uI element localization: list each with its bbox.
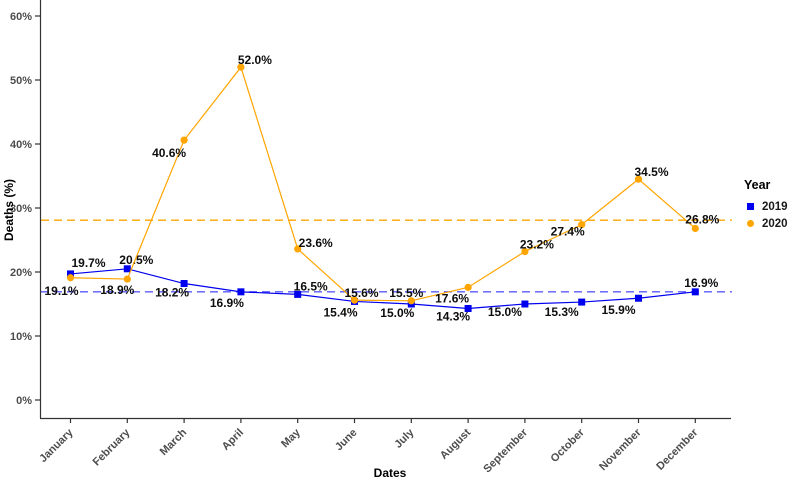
data-point-2020-march [180,136,188,144]
data-point-2019-may [294,290,302,298]
x-tick-label-july: July [392,426,417,451]
data-point-2019-november [635,294,642,302]
data-point-2019-september [521,300,529,308]
data-point-2020-august [464,283,472,291]
point-label-2020-april: 52.0% [238,53,272,67]
y-axis-title: Deaths (%) [2,179,16,241]
x-tick-label-september: September [481,426,530,475]
point-label-2019-april: 16.9% [210,296,244,310]
x-tick-label-march: March [158,426,190,458]
data-point-2019-february [123,265,131,273]
y-tick-label-50%: 50% [10,75,32,87]
data-point-2019-october [578,298,586,306]
point-label-2019-march: 18.2% [155,286,189,300]
y-tick-label-40%: 40% [10,139,32,151]
x-tick-label-november: November [597,426,644,473]
y-tick-label-10%: 10% [10,331,32,343]
data-point-2019-december [691,288,699,296]
data-point-2020-april [237,63,245,71]
point-label-2020-december: 26.8% [685,212,719,226]
data-point-2020-july [407,297,415,305]
legend: Year 2019 2020 [736,178,788,232]
legend-title: Year [744,178,771,192]
data-point-2020-june [350,296,359,304]
x-tick-label-february: February [91,426,133,468]
point-label-2020-september: 23.2% [520,238,554,252]
legend-item-2020: 2020 [736,215,788,232]
series-line-2019 [70,268,696,310]
legend-marker-2019-square-icon [747,203,754,210]
legend-item-2019: 2019 [736,198,788,215]
data-point-2019-january [67,270,74,278]
x-tick-label-december: December [654,426,701,473]
x-tick-label-january: January [37,426,76,465]
x-tick-label-october: October [549,426,588,465]
point-label-2019-august: 14.3% [436,309,470,323]
data-point-2020-may [294,245,302,253]
point-label-2019-july: 15.0% [380,306,414,320]
data-point-2020-october [578,221,586,229]
point-label-2020-march: 40.6% [152,146,186,160]
data-point-2019-march [180,280,188,288]
x-axis-title: Dates [374,466,407,480]
point-label-2019-june: 15.4% [323,305,357,319]
data-point-2020-december [691,224,699,233]
y-tick-label-60%: 60% [10,11,32,23]
point-label-2019-december: 16.9% [684,276,718,290]
data-point-2020-november [634,175,643,183]
legend-label-2020: 2020 [762,217,788,230]
x-tick-label-may: May [279,426,303,450]
point-label-2020-august: 17.6% [435,291,469,305]
point-label-2019-january: 19.7% [71,256,105,270]
point-label-2019-september: 15.0% [488,305,522,319]
point-label-2020-february: 18.9% [100,283,134,297]
x-tick-label-june: June [333,427,360,454]
data-point-2019-august [464,304,472,312]
data-point-2020-september [521,247,529,256]
point-label-2019-february: 20.5% [119,253,153,267]
point-label-2020-may: 23.6% [299,236,333,250]
point-label-2020-january: 19.1% [44,284,78,298]
x-tick-label-april: April [220,427,246,453]
y-tick-label-20%: 20% [10,267,32,279]
point-label-2019-october: 15.3% [545,305,579,319]
point-label-2020-july: 15.5% [389,286,423,300]
legend-marker-2020-circle-icon [747,220,754,227]
point-label-2019-may: 16.5% [294,279,328,293]
x-tick-label-august: August [438,426,474,462]
data-point-2020-february [123,275,131,283]
point-label-2020-october: 27.4% [551,225,585,239]
y-tick-label-0%: 0% [16,395,32,407]
legend-label-2019: 2019 [762,200,788,213]
data-point-2019-april [237,288,245,296]
data-point-2020-january [66,274,75,282]
point-label-2020-november: 34.5% [634,165,668,179]
point-label-2019-november: 15.9% [601,303,635,317]
y-tick-label-30%: 30% [10,203,32,215]
series-line-2020 [70,65,696,302]
point-label-2020-june: 15.6% [344,286,378,300]
